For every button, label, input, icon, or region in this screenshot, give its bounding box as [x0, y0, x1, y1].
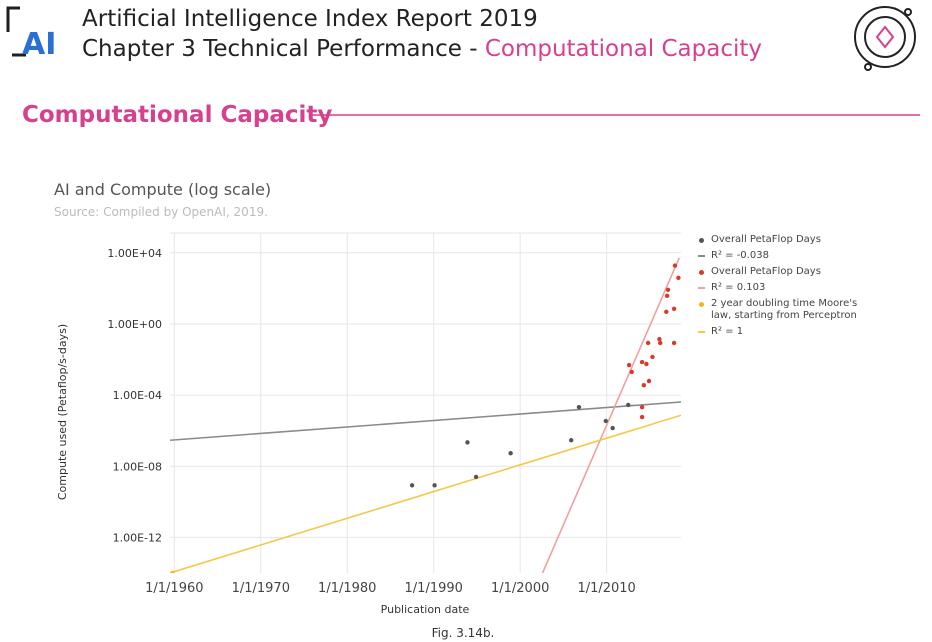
- chart-subtitle: Source: Compiled by OpenAI, 2019.: [54, 205, 268, 219]
- data-point: [657, 336, 662, 342]
- data-point: [473, 474, 479, 480]
- data-point: [568, 438, 574, 443]
- legend-swatch: [696, 298, 706, 310]
- trend-lines: [170, 257, 681, 573]
- data-point: [646, 378, 652, 384]
- legend-swatch: [696, 326, 706, 338]
- data-point: [676, 275, 681, 281]
- data-points: [170, 263, 681, 573]
- section-title: Computational Capacity: [22, 102, 332, 128]
- legend-item: Overall PetaFlop Days: [696, 234, 866, 246]
- x-axis-label: Publication date: [381, 603, 470, 616]
- legend-marker: [697, 255, 705, 257]
- chapter-title: Chapter 3 Technical Performance - Comput…: [82, 36, 762, 62]
- figure-caption: Fig. 3.14b.: [432, 626, 495, 640]
- y-tick-label: 1.00E-08: [113, 460, 162, 473]
- y-tick-label: 1.00E+00: [107, 318, 162, 331]
- data-point: [603, 418, 608, 424]
- data-point: [629, 369, 634, 375]
- logo-bracket: [6, 6, 26, 57]
- data-point: [576, 404, 582, 410]
- x-tick-label: 1/1/1980: [318, 581, 376, 596]
- legend-swatch: [696, 266, 706, 278]
- trend-line: [170, 414, 681, 573]
- data-point: [409, 483, 415, 488]
- legend-swatch: [696, 234, 706, 246]
- report-title: Artificial Intelligence Index Report 201…: [82, 6, 538, 32]
- x-tick-label: 1/1/1970: [232, 581, 290, 596]
- legend-item: R² = -0.038: [696, 250, 866, 262]
- data-point: [639, 404, 645, 410]
- y-tick-label: 1.00E+04: [107, 247, 162, 260]
- data-point: [170, 570, 175, 573]
- legend-item: Overall PetaFlop Days: [696, 266, 866, 278]
- legend-label: Overall PetaFlop Days: [711, 234, 821, 245]
- legend-marker: [698, 269, 704, 275]
- chapter-icon: [854, 6, 916, 71]
- x-tick-label: 1/1/2000: [491, 581, 549, 596]
- data-point: [664, 293, 670, 299]
- legend-label: R² = -0.038: [711, 250, 769, 261]
- chart-title: AI and Compute (log scale): [54, 180, 271, 199]
- legend-label: 2 year doubling time Moore's law, starti…: [711, 298, 858, 321]
- legend-marker: [697, 287, 705, 289]
- legend: Overall PetaFlop Days R² = -0.038 Overall …: [696, 234, 866, 342]
- chapter: Chapter 3 Technical Performance -: [82, 36, 485, 62]
- legend-label: R² = 1: [711, 326, 744, 337]
- data-point: [658, 340, 663, 346]
- y-tick-label: 1.00E-12: [113, 531, 162, 544]
- data-point: [665, 287, 671, 293]
- data-point: [610, 425, 615, 431]
- legend-label: R² = 0.103: [711, 282, 766, 293]
- legend-marker: [698, 301, 704, 307]
- data-point: [672, 263, 678, 268]
- logo-text: AI: [22, 27, 56, 62]
- legend-item: R² = 0.103: [696, 282, 866, 294]
- data-point: [639, 414, 645, 420]
- legend-swatch: [696, 282, 706, 294]
- x-tick-label: 1/1/2010: [577, 581, 635, 596]
- legend-label: Overall PetaFlop Days: [711, 266, 821, 277]
- data-point: [626, 362, 632, 368]
- trend-line: [541, 257, 681, 573]
- trend-line: [170, 401, 681, 442]
- data-point: [671, 340, 677, 346]
- data-point: [465, 440, 470, 445]
- legend-swatch: [696, 250, 706, 262]
- x-tick-label: 1/1/1960: [145, 581, 203, 596]
- data-point: [508, 451, 513, 456]
- y-axis-label: Compute used (Petaflop/s-days): [56, 324, 69, 500]
- plot-area: [170, 257, 681, 573]
- data-point: [626, 402, 631, 408]
- chapter-topic: Computational Capacity: [485, 36, 762, 62]
- legend-item: R² = 1: [696, 326, 866, 338]
- data-point: [641, 383, 647, 388]
- data-point: [664, 309, 669, 315]
- data-point: [645, 340, 651, 346]
- data-point: [432, 483, 437, 488]
- legend-marker: [697, 331, 705, 333]
- x-tick-label: 1/1/1990: [405, 581, 463, 596]
- legend-marker: [698, 237, 704, 243]
- data-point: [650, 354, 655, 360]
- y-tick-label: 1.00E-04: [113, 389, 162, 402]
- data-point: [644, 361, 649, 367]
- data-point: [671, 306, 677, 312]
- legend-item: 2 year doubling time Moore's law, starti…: [696, 298, 866, 322]
- data-point: [639, 359, 645, 365]
